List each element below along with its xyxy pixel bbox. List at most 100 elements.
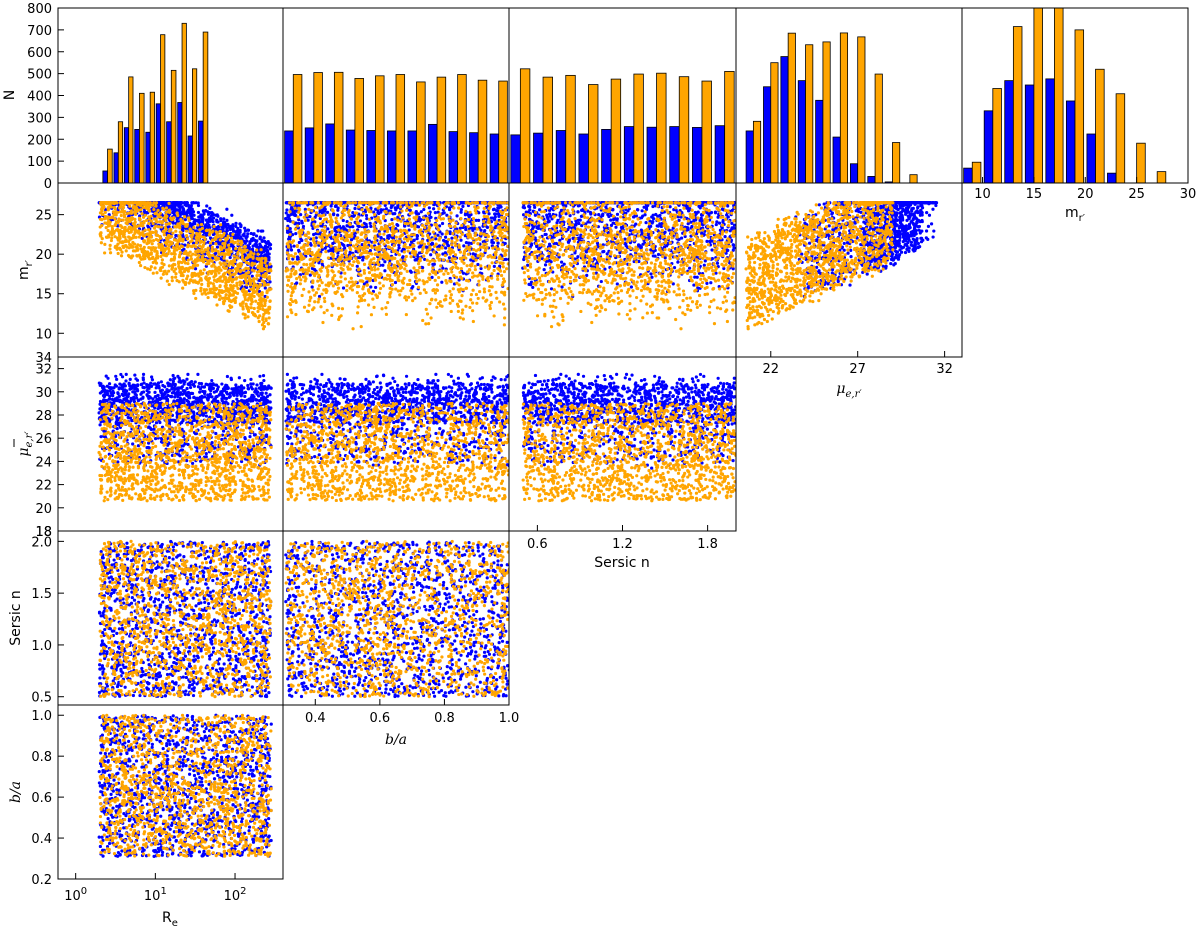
orange-point bbox=[451, 231, 455, 236]
orange-point bbox=[364, 201, 368, 205]
orange-point bbox=[151, 260, 155, 265]
orange-point bbox=[134, 245, 138, 249]
blue-bar bbox=[1045, 78, 1055, 183]
orange-bar bbox=[724, 71, 735, 183]
orange-point bbox=[259, 300, 263, 304]
orange-point bbox=[384, 312, 389, 316]
orange-point bbox=[260, 304, 265, 308]
orange-bar bbox=[498, 80, 508, 183]
orange-point bbox=[206, 259, 210, 263]
orange-point bbox=[268, 262, 272, 266]
orange-point bbox=[217, 297, 222, 302]
orange-point bbox=[302, 215, 306, 219]
blue-point bbox=[215, 218, 219, 222]
blue-point bbox=[199, 213, 203, 217]
orange-point bbox=[214, 242, 218, 246]
orange-point bbox=[425, 258, 429, 262]
orange-point bbox=[233, 240, 237, 244]
orange-point bbox=[403, 295, 408, 299]
orange-point bbox=[256, 265, 260, 270]
orange-point bbox=[451, 287, 455, 291]
orange-point bbox=[255, 277, 259, 281]
blue-point bbox=[351, 211, 355, 215]
blue-point bbox=[268, 280, 272, 284]
orange-point bbox=[448, 220, 453, 224]
orange-point bbox=[161, 272, 165, 276]
blue-point bbox=[358, 219, 363, 223]
orange-point bbox=[197, 244, 202, 248]
blue-point bbox=[349, 238, 354, 242]
blue-point bbox=[362, 282, 367, 286]
orange-point bbox=[194, 288, 198, 292]
orange-point bbox=[340, 307, 345, 311]
orange-point bbox=[431, 266, 435, 270]
orange-point bbox=[261, 317, 265, 322]
orange-point bbox=[138, 255, 142, 259]
blue-point bbox=[390, 217, 394, 222]
orange-point bbox=[269, 269, 273, 273]
blue-point bbox=[228, 255, 232, 260]
blue-point bbox=[434, 237, 438, 241]
blue-point bbox=[176, 208, 180, 212]
orange-point bbox=[356, 305, 360, 309]
orange-point bbox=[460, 311, 464, 315]
orange-point bbox=[224, 238, 228, 242]
blue-point bbox=[310, 266, 315, 271]
blue-point bbox=[462, 244, 466, 248]
orange-point bbox=[199, 222, 204, 227]
blue-bar bbox=[714, 125, 726, 183]
blue-point bbox=[427, 206, 431, 210]
orange-point bbox=[217, 279, 222, 283]
orange-point bbox=[134, 201, 138, 205]
blue-point bbox=[474, 218, 478, 222]
orange-point bbox=[211, 282, 215, 286]
orange-point bbox=[441, 258, 446, 262]
orange-point bbox=[405, 222, 410, 226]
orange-point bbox=[220, 279, 225, 283]
scatter-Re-m bbox=[97, 201, 273, 331]
orange-point bbox=[222, 254, 227, 258]
blue-point bbox=[463, 213, 467, 217]
orange-point bbox=[226, 234, 230, 238]
orange-point bbox=[226, 309, 230, 313]
orange-point bbox=[172, 269, 176, 273]
orange-point bbox=[162, 233, 166, 237]
orange-point bbox=[118, 234, 122, 239]
orange-point bbox=[203, 257, 207, 262]
orange-point bbox=[122, 215, 127, 219]
orange-point bbox=[179, 244, 183, 248]
orange-point bbox=[170, 275, 174, 279]
orange-point bbox=[429, 298, 434, 302]
orange-point bbox=[258, 314, 262, 318]
orange-point bbox=[134, 212, 138, 216]
blue-point bbox=[459, 210, 463, 214]
orange-point bbox=[289, 297, 293, 302]
orange-point bbox=[314, 211, 318, 215]
orange-point bbox=[367, 271, 372, 275]
orange-point bbox=[373, 277, 377, 281]
orange-point bbox=[391, 240, 395, 244]
orange-point bbox=[265, 267, 269, 271]
orange-point bbox=[363, 242, 367, 246]
orange-point bbox=[250, 292, 254, 297]
orange-bar bbox=[701, 80, 712, 183]
blue-point bbox=[413, 258, 417, 262]
blue-point bbox=[299, 212, 303, 217]
orange-bar bbox=[678, 76, 690, 183]
orange-point bbox=[382, 242, 386, 246]
orange-point bbox=[217, 253, 221, 257]
orange-point bbox=[167, 269, 171, 273]
blue-point bbox=[172, 210, 176, 214]
orange-point bbox=[212, 224, 216, 229]
orange-point bbox=[434, 242, 438, 246]
blue-point bbox=[294, 232, 298, 236]
orange-point bbox=[208, 288, 212, 292]
orange-point bbox=[170, 252, 174, 256]
m-x-label: mr′ bbox=[1065, 205, 1086, 224]
orange-point bbox=[360, 223, 364, 227]
blue-point bbox=[357, 224, 361, 229]
orange-point bbox=[302, 262, 306, 266]
orange-point bbox=[208, 241, 213, 245]
orange-point bbox=[165, 238, 169, 242]
orange-point bbox=[394, 287, 398, 291]
